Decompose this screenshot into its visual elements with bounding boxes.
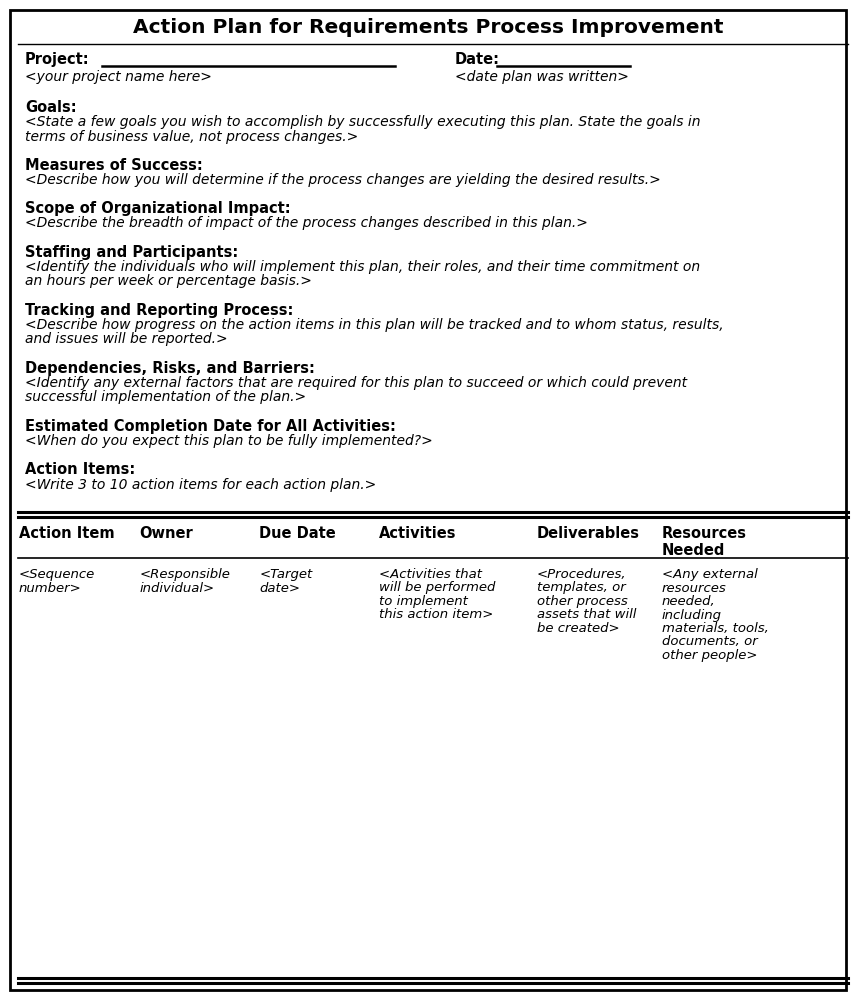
Text: this action item>: this action item> — [379, 608, 494, 621]
Text: terms of business value, not process changes.>: terms of business value, not process cha… — [25, 129, 359, 143]
Text: <When do you expect this plan to be fully implemented?>: <When do you expect this plan to be full… — [25, 434, 433, 448]
Text: <Describe the breadth of impact of the process changes described in this plan.>: <Describe the breadth of impact of the p… — [25, 217, 588, 231]
Text: Activities: Activities — [379, 526, 457, 541]
Text: needed,: needed, — [662, 595, 716, 608]
Text: Goals:: Goals: — [25, 100, 77, 115]
Text: and issues will be reported.>: and issues will be reported.> — [25, 332, 228, 347]
Text: to implement: to implement — [379, 595, 468, 608]
Text: date>: date> — [259, 582, 300, 594]
Text: Action Item: Action Item — [19, 526, 115, 541]
Text: other process: other process — [537, 595, 627, 608]
Text: assets that will: assets that will — [537, 608, 636, 621]
Text: an hours per week or percentage basis.>: an hours per week or percentage basis.> — [25, 274, 312, 288]
Text: <date plan was written>: <date plan was written> — [455, 70, 629, 84]
Text: Project:: Project: — [25, 52, 90, 67]
Text: <Describe how progress on the action items in this plan will be tracked and to w: <Describe how progress on the action ite… — [25, 318, 723, 332]
Text: <Any external: <Any external — [662, 568, 758, 581]
Text: will be performed: will be performed — [379, 582, 496, 594]
Text: <Identify the individuals who will implement this plan, their roles, and their t: <Identify the individuals who will imple… — [25, 260, 700, 274]
Text: <Write 3 to 10 action items for each action plan.>: <Write 3 to 10 action items for each act… — [25, 478, 377, 491]
Text: number>: number> — [19, 582, 81, 594]
Text: Owner: Owner — [140, 526, 193, 541]
Text: <Identify any external factors that are required for this plan to succeed or whi: <Identify any external factors that are … — [25, 376, 687, 390]
Text: successful implementation of the plan.>: successful implementation of the plan.> — [25, 390, 306, 404]
Text: <Sequence: <Sequence — [19, 568, 95, 581]
Text: individual>: individual> — [140, 582, 215, 594]
Text: <Procedures,: <Procedures, — [537, 568, 627, 581]
Text: including: including — [662, 608, 722, 621]
Text: resources: resources — [662, 582, 727, 594]
Text: Deliverables: Deliverables — [537, 526, 639, 541]
Text: <State a few goals you wish to accomplish by successfully executing this plan. S: <State a few goals you wish to accomplis… — [25, 115, 700, 129]
Text: Tracking and Reporting Process:: Tracking and Reporting Process: — [25, 303, 294, 318]
Text: <Responsible: <Responsible — [140, 568, 230, 581]
Text: <Describe how you will determine if the process changes are yielding the desired: <Describe how you will determine if the … — [25, 173, 661, 187]
Text: Action Items:: Action Items: — [25, 462, 135, 478]
Text: Scope of Organizational Impact:: Scope of Organizational Impact: — [25, 202, 291, 217]
Text: other people>: other people> — [662, 649, 758, 662]
Text: <Activities that: <Activities that — [379, 568, 482, 581]
Text: materials, tools,: materials, tools, — [662, 622, 769, 635]
Text: <Target: <Target — [259, 568, 312, 581]
Text: Due Date: Due Date — [259, 526, 336, 541]
Text: Date:: Date: — [455, 52, 500, 67]
Text: be created>: be created> — [537, 622, 620, 635]
Text: templates, or: templates, or — [537, 582, 626, 594]
Text: Resources
Needed: Resources Needed — [662, 526, 746, 558]
Text: Dependencies, Risks, and Barriers:: Dependencies, Risks, and Barriers: — [25, 361, 315, 376]
Text: <your project name here>: <your project name here> — [25, 70, 212, 84]
Text: Staffing and Participants:: Staffing and Participants: — [25, 245, 238, 260]
Text: Estimated Completion Date for All Activities:: Estimated Completion Date for All Activi… — [25, 419, 395, 434]
Text: documents, or: documents, or — [662, 636, 758, 648]
Text: Measures of Success:: Measures of Success: — [25, 158, 203, 173]
Text: Action Plan for Requirements Process Improvement: Action Plan for Requirements Process Imp… — [133, 18, 723, 37]
